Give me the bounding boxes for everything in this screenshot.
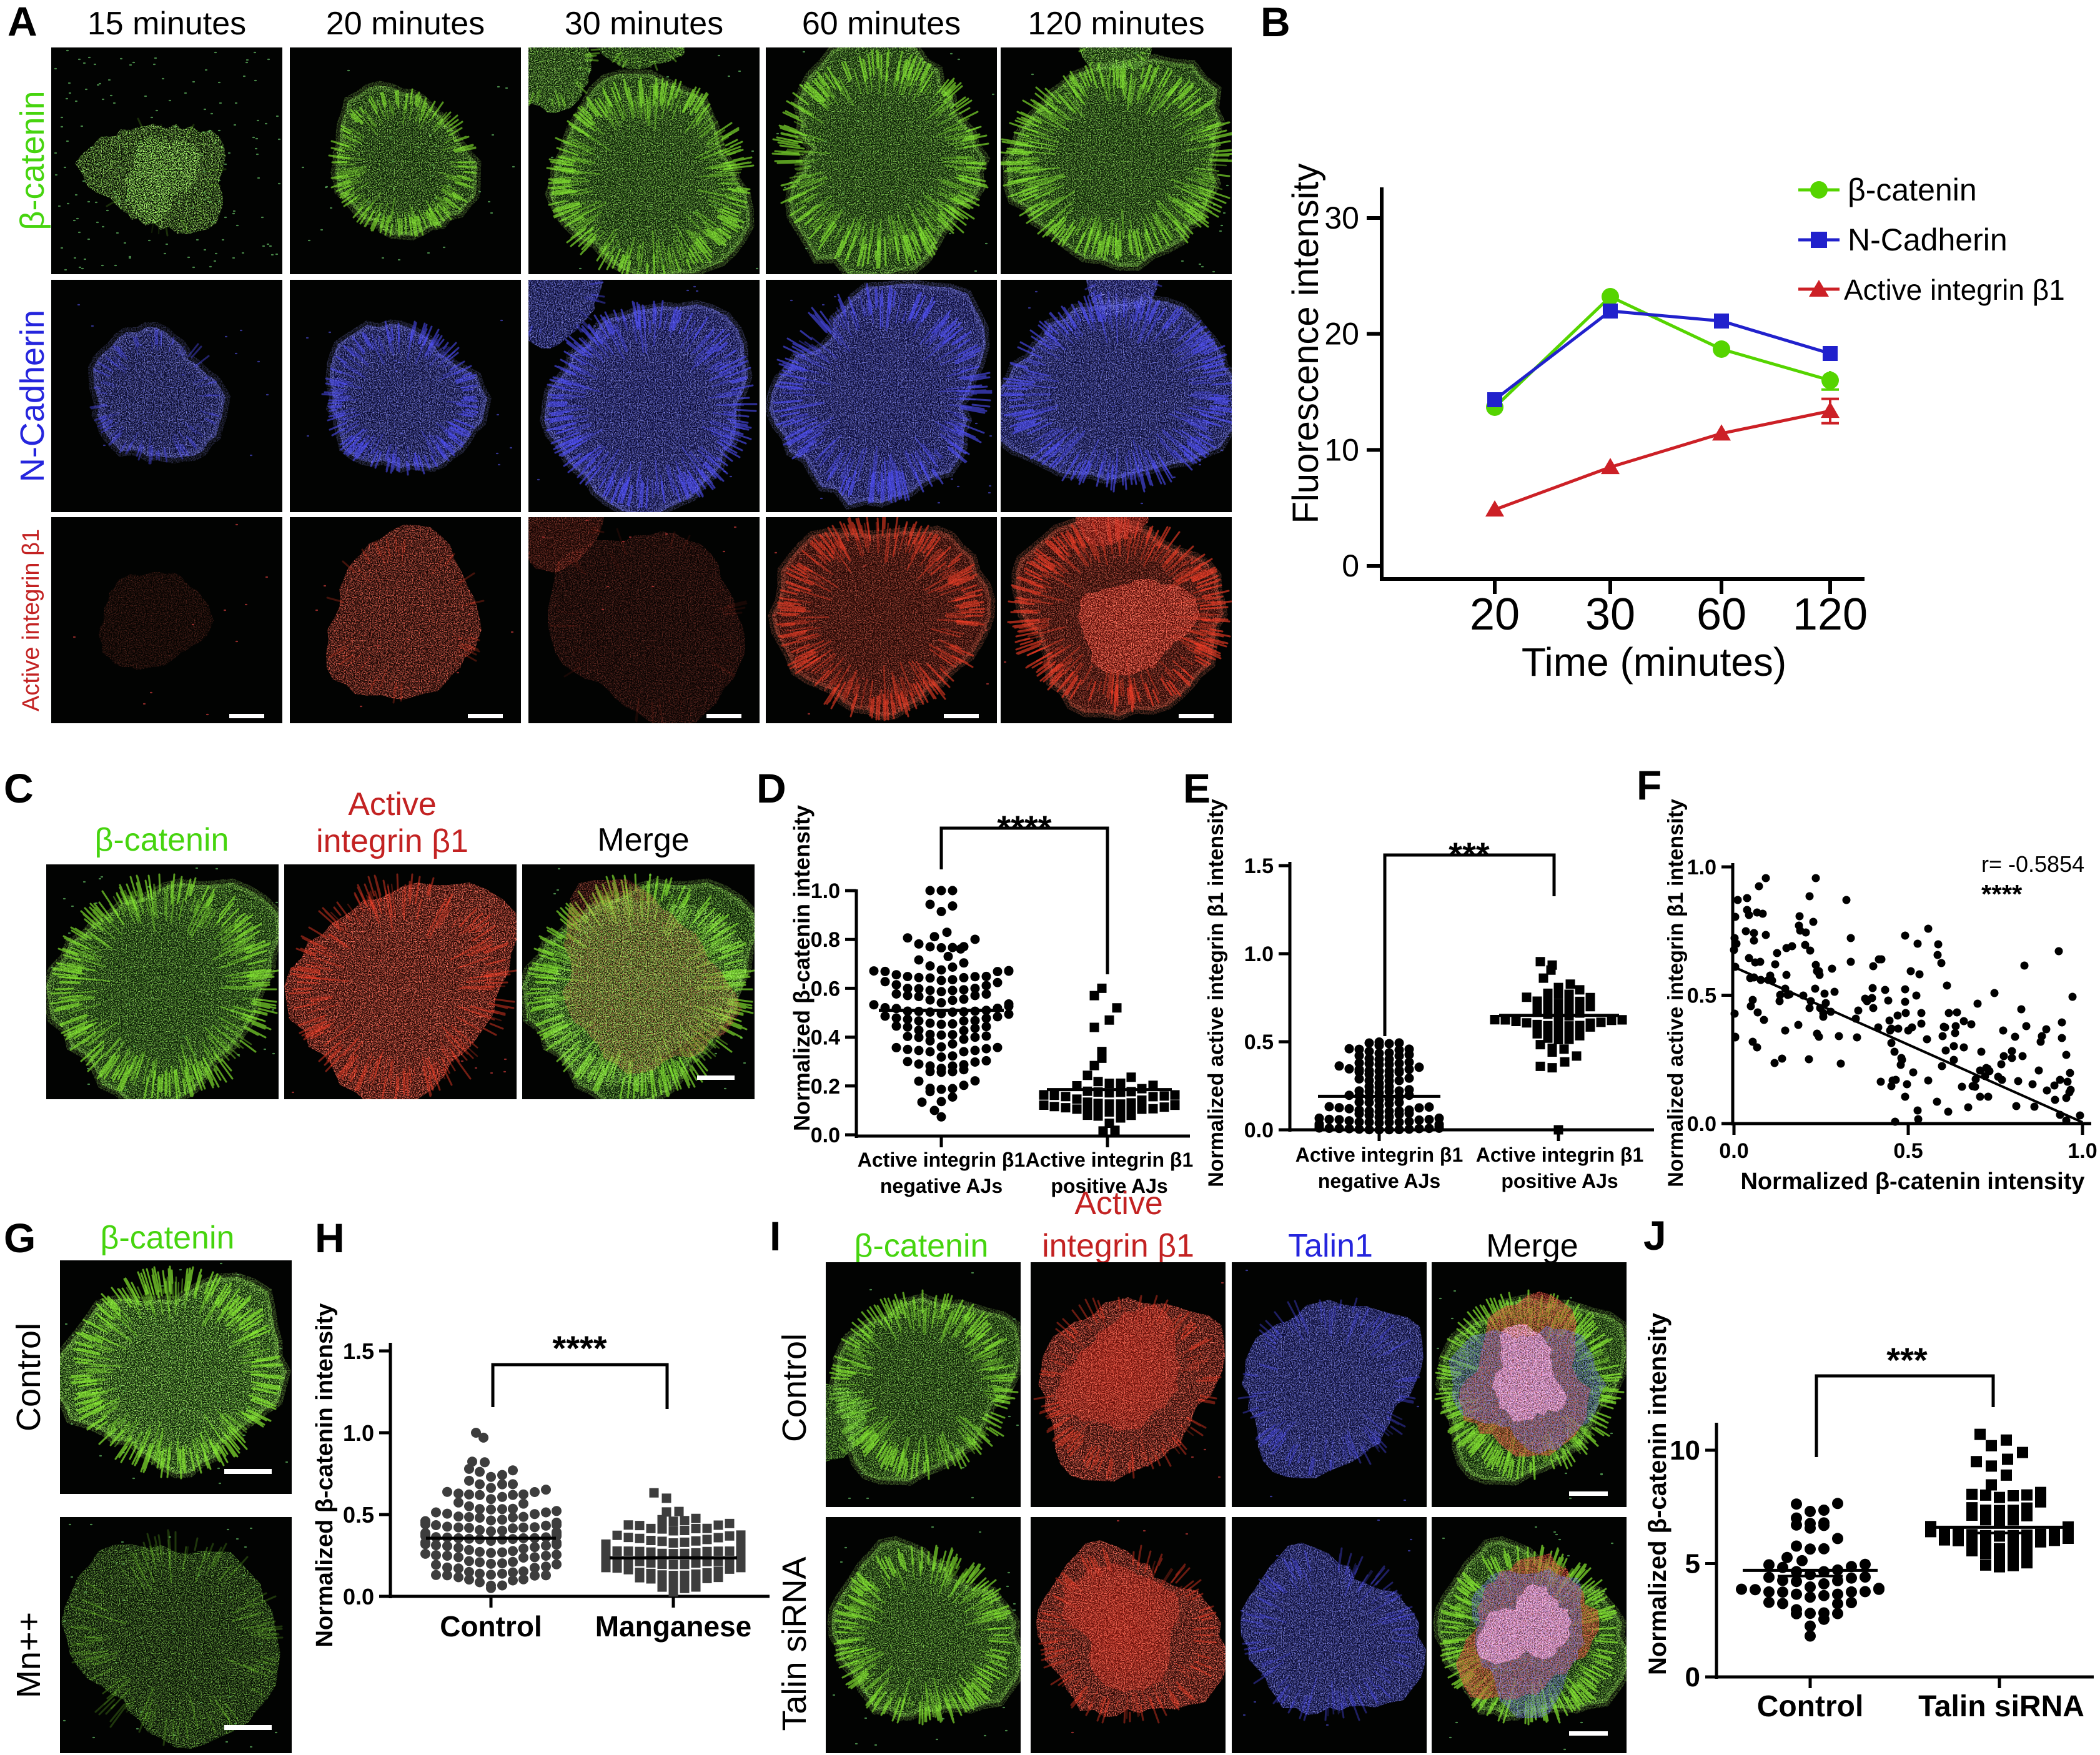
svg-text:0.4: 0.4 bbox=[811, 1026, 840, 1050]
svg-text:30 minutes: 30 minutes bbox=[565, 6, 723, 42]
svg-text:0: 0 bbox=[1685, 1662, 1700, 1693]
svg-text:Normalized β-catenin intensity: Normalized β-catenin intensity bbox=[1740, 1169, 2084, 1195]
svg-text:10: 10 bbox=[1324, 432, 1359, 467]
svg-text:Active: Active bbox=[348, 786, 437, 823]
svg-text:15 minutes: 15 minutes bbox=[87, 6, 246, 42]
svg-text:0.0: 0.0 bbox=[811, 1124, 840, 1147]
svg-text:β-catenin: β-catenin bbox=[854, 1228, 989, 1264]
svg-text:Normalized β-catenin intensity: Normalized β-catenin intensity bbox=[789, 805, 815, 1131]
svg-text:β-catenin: β-catenin bbox=[101, 1220, 235, 1256]
svg-text:0.0: 0.0 bbox=[1244, 1119, 1274, 1142]
svg-text:Merge: Merge bbox=[1486, 1228, 1578, 1264]
svg-text:Fluorescence intensity: Fluorescence intensity bbox=[1285, 163, 1326, 523]
svg-text:H: H bbox=[315, 1215, 345, 1261]
svg-text:20 minutes: 20 minutes bbox=[326, 6, 485, 42]
svg-text:****: **** bbox=[1981, 879, 2023, 909]
svg-text:0.8: 0.8 bbox=[811, 928, 840, 952]
svg-text:0.5: 0.5 bbox=[1893, 1139, 1923, 1163]
svg-text:A: A bbox=[7, 0, 37, 44]
svg-text:0.0: 0.0 bbox=[1687, 1112, 1716, 1136]
svg-text:0.2: 0.2 bbox=[811, 1075, 840, 1099]
svg-text:Talin1: Talin1 bbox=[1288, 1228, 1373, 1264]
svg-text:1.0: 1.0 bbox=[2068, 1139, 2097, 1163]
svg-text:Active integrin β1: Active integrin β1 bbox=[1295, 1144, 1463, 1166]
svg-text:0.5: 0.5 bbox=[1687, 984, 1716, 1008]
svg-text:0.6: 0.6 bbox=[811, 977, 840, 1001]
svg-text:Normalized β-catenin intensity: Normalized β-catenin intensity bbox=[1644, 1312, 1672, 1675]
svg-text:negative AJs: negative AJs bbox=[880, 1175, 1003, 1197]
svg-text:negative AJs: negative AJs bbox=[1318, 1170, 1440, 1192]
svg-text:Control: Control bbox=[776, 1333, 813, 1442]
svg-text:***: *** bbox=[1449, 835, 1490, 874]
svg-text:Time (minutes): Time (minutes) bbox=[1522, 640, 1786, 685]
svg-text:integrin β1: integrin β1 bbox=[1042, 1228, 1194, 1264]
svg-text:D: D bbox=[756, 765, 786, 811]
svg-text:Active integrin β1: Active integrin β1 bbox=[18, 529, 44, 711]
svg-text:****: **** bbox=[552, 1328, 607, 1368]
svg-text:20: 20 bbox=[1324, 317, 1359, 352]
svg-text:30: 30 bbox=[1324, 200, 1359, 235]
svg-text:60: 60 bbox=[1696, 590, 1746, 640]
svg-text:Active integrin β1: Active integrin β1 bbox=[1844, 274, 2065, 306]
svg-text:1.0: 1.0 bbox=[343, 1420, 374, 1446]
svg-text:120: 120 bbox=[1793, 590, 1868, 640]
svg-text:120 minutes: 120 minutes bbox=[1028, 6, 1204, 42]
svg-text:F: F bbox=[1637, 762, 1662, 808]
svg-text:positive AJs: positive AJs bbox=[1051, 1175, 1167, 1197]
svg-text:Manganese: Manganese bbox=[595, 1610, 752, 1643]
svg-text:Control: Control bbox=[10, 1323, 47, 1431]
svg-text:β-catenin: β-catenin bbox=[95, 822, 229, 858]
svg-text:N-Cadherin: N-Cadherin bbox=[14, 310, 51, 482]
svg-text:0.0: 0.0 bbox=[1719, 1139, 1748, 1163]
svg-text:30: 30 bbox=[1585, 590, 1635, 640]
svg-text:Active integrin β1: Active integrin β1 bbox=[1026, 1149, 1193, 1171]
svg-text:Active integrin β1: Active integrin β1 bbox=[1476, 1144, 1643, 1166]
svg-text:1.0: 1.0 bbox=[1244, 942, 1274, 966]
svg-text:Control: Control bbox=[440, 1610, 542, 1643]
svg-text:20: 20 bbox=[1470, 590, 1520, 640]
svg-text:60 minutes: 60 minutes bbox=[802, 6, 961, 42]
svg-text:Active integrin β1: Active integrin β1 bbox=[858, 1149, 1025, 1171]
svg-text:Normalized active integrin β1: Normalized active integrin β1 intensity bbox=[1664, 799, 1688, 1187]
svg-text:Mn++: Mn++ bbox=[10, 1612, 47, 1698]
svg-text:5: 5 bbox=[1685, 1549, 1700, 1580]
svg-text:r= -0.5854: r= -0.5854 bbox=[1981, 851, 2084, 877]
svg-text:Normalized active integrin β1: Normalized active integrin β1 intensity bbox=[1204, 799, 1228, 1187]
svg-text:1.0: 1.0 bbox=[1687, 856, 1716, 879]
svg-text:positive AJs: positive AJs bbox=[1501, 1170, 1618, 1192]
svg-text:Active: Active bbox=[1074, 1185, 1163, 1222]
svg-text:Control: Control bbox=[1757, 1690, 1864, 1723]
svg-text:1.5: 1.5 bbox=[343, 1338, 374, 1364]
svg-text:β-catenin: β-catenin bbox=[1848, 172, 1977, 207]
svg-text:B: B bbox=[1260, 0, 1290, 45]
svg-text:***: *** bbox=[1886, 1340, 1928, 1380]
svg-text:1.0: 1.0 bbox=[811, 879, 840, 903]
svg-text:Normalized β-catenin intensity: Normalized β-catenin intensity bbox=[312, 1303, 338, 1647]
svg-text:integrin β1: integrin β1 bbox=[316, 823, 468, 859]
svg-text:0.5: 0.5 bbox=[1244, 1031, 1274, 1054]
svg-text:****: **** bbox=[997, 808, 1051, 848]
svg-text:0: 0 bbox=[1342, 548, 1359, 583]
svg-text:Merge: Merge bbox=[597, 822, 689, 858]
svg-text:β-catenin: β-catenin bbox=[14, 91, 51, 230]
svg-text:N-Cadherin: N-Cadherin bbox=[1848, 222, 2008, 257]
svg-text:10: 10 bbox=[1670, 1435, 1700, 1466]
svg-text:0.5: 0.5 bbox=[343, 1502, 374, 1528]
svg-text:Talin siRNA: Talin siRNA bbox=[776, 1556, 813, 1731]
svg-text:0.0: 0.0 bbox=[343, 1584, 374, 1609]
svg-text:E: E bbox=[1183, 765, 1211, 811]
svg-text:G: G bbox=[4, 1215, 36, 1261]
svg-text:I: I bbox=[770, 1213, 781, 1259]
svg-text:Talin siRNA: Talin siRNA bbox=[1918, 1690, 2084, 1723]
svg-text:J: J bbox=[1643, 1212, 1667, 1258]
svg-text:1.5: 1.5 bbox=[1244, 854, 1274, 878]
svg-text:C: C bbox=[4, 765, 34, 811]
